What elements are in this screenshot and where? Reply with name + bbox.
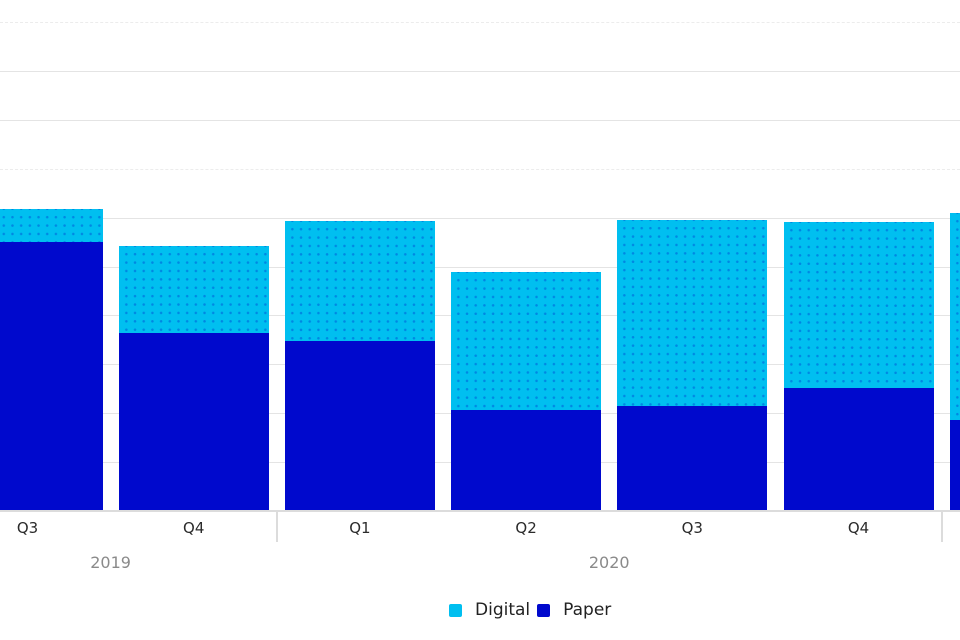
x-tick-label-q3-4: Q3 — [681, 519, 703, 537]
gridline — [0, 266, 960, 268]
x-tick-label-q3-0: Q3 — [16, 519, 39, 537]
segment-digital[interactable] — [284, 220, 435, 341]
segment-paper[interactable] — [617, 405, 768, 511]
segment-digital[interactable] — [118, 245, 269, 333]
gridline — [0, 168, 960, 170]
segment-digital[interactable] — [949, 212, 960, 421]
year-divider-tick — [275, 512, 278, 542]
legend-item-digital[interactable]: Digital — [449, 600, 530, 620]
segment-paper[interactable] — [284, 340, 435, 511]
segment-paper[interactable] — [451, 409, 602, 511]
bar-Q3-4[interactable] — [617, 219, 768, 511]
x-tick-label-q4-1: Q4 — [183, 519, 205, 537]
segment-paper[interactable] — [783, 387, 934, 511]
x-tick-label-q2-3: Q2 — [515, 519, 537, 537]
legend-item-paper[interactable]: Paper — [537, 600, 611, 620]
gridline — [0, 22, 960, 23]
segment-paper[interactable] — [118, 332, 269, 511]
bar-Q1-2[interactable] — [284, 220, 435, 511]
bar-Q4-1[interactable] — [118, 245, 269, 511]
gridline — [0, 70, 960, 72]
x-tick-label-q1-2: Q1 — [349, 519, 371, 537]
segment-digital[interactable] — [617, 219, 768, 406]
gridline — [0, 217, 960, 219]
x-axis-line — [0, 510, 960, 512]
paper-series-swatch — [537, 603, 551, 617]
digital-series-swatch — [449, 603, 462, 617]
segment-digital[interactable] — [783, 221, 934, 388]
legend-label-digital: Digital — [475, 600, 531, 620]
x-tick-label-q4-5: Q4 — [847, 519, 870, 537]
year-divider-tick — [940, 512, 943, 542]
legend-label-paper: Paper — [563, 600, 612, 620]
gridline — [0, 119, 960, 121]
segment-paper[interactable] — [949, 420, 960, 511]
bar-Q3-0[interactable] — [0, 208, 103, 511]
legend: Digital Paper — [449, 600, 611, 620]
bar-clipped-6[interactable] — [949, 212, 960, 511]
segment-digital[interactable] — [0, 208, 103, 243]
bar-Q4-5[interactable] — [783, 221, 934, 511]
year-label-2020: 2020 — [588, 553, 630, 572]
segment-digital[interactable] — [451, 271, 602, 410]
year-label-2019: 2019 — [90, 553, 131, 572]
bar-Q2-3[interactable] — [451, 271, 602, 511]
segment-paper[interactable] — [0, 242, 103, 511]
